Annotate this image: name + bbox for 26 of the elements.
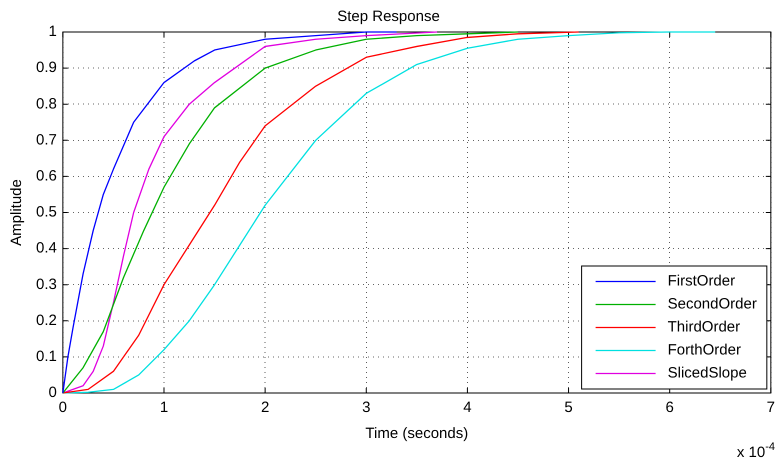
x-tick-label: 6 xyxy=(666,399,674,416)
y-tick-label: 0.7 xyxy=(36,131,57,148)
legend-label: SecondOrder xyxy=(668,296,757,313)
x-tick-label: 5 xyxy=(564,399,573,416)
y-tick-label: 0.9 xyxy=(36,59,57,76)
x-tick-label: 7 xyxy=(766,399,775,416)
y-tick-label: 0.6 xyxy=(36,168,57,185)
x-tick-label: 1 xyxy=(160,399,168,416)
y-axis-title: Amplitude xyxy=(8,179,26,246)
legend-label: SlicedSlope xyxy=(668,364,747,382)
x-tick-label: 4 xyxy=(463,399,472,416)
x-tick-label: 3 xyxy=(362,399,370,416)
y-tick-label: 0.8 xyxy=(36,95,57,112)
x-axis-title: Time (seconds) xyxy=(365,425,468,442)
y-tick-label: 0 xyxy=(48,384,57,402)
y-tick-label: 0.3 xyxy=(36,276,57,293)
y-tick-label: 0.4 xyxy=(36,240,57,257)
y-tick-label: 1 xyxy=(48,23,57,40)
x-tick-label: 2 xyxy=(260,399,270,416)
y-tick-label: 0.5 xyxy=(36,204,57,221)
chart-title: Step Response xyxy=(337,8,440,26)
legend-label: ForthOrder xyxy=(668,342,741,359)
y-tick-label: 0.2 xyxy=(36,312,57,329)
legend-label: FirstOrder xyxy=(668,272,736,290)
y-tick-label: 0.1 xyxy=(36,348,57,366)
legend-label: ThirdOrder xyxy=(668,318,740,336)
